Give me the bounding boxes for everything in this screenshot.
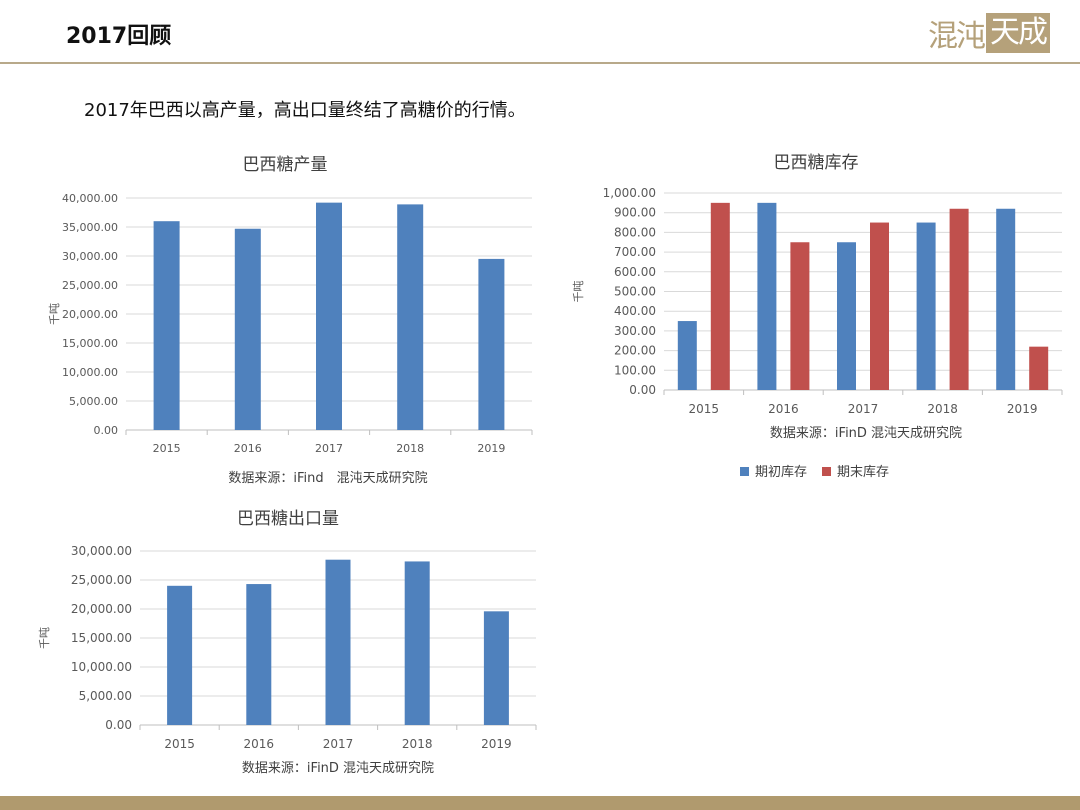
y-tick-label: 20,000.00 (62, 308, 118, 321)
x-tick-label: 2019 (477, 442, 505, 455)
y-axis-label: 千吨 (38, 627, 51, 649)
bar-ending (710, 202, 730, 390)
bar (234, 228, 261, 430)
source-note: 数据来源：iFinD 混沌天成研究院 (242, 761, 434, 776)
logo: 混沌 天成 (928, 12, 1050, 54)
source-note: 数据来源：iFinD 混沌天成研究院 (770, 426, 962, 441)
x-tick-label: 2015 (164, 737, 195, 751)
y-tick-label: 100.00 (614, 363, 656, 377)
y-tick-label: 25,000.00 (71, 573, 132, 587)
production-chart: 巴西糖产量 0.00 5,000.00 10,000.00 15,000.00 20,00… (48, 155, 533, 486)
y-tick-label: 10,000.00 (71, 660, 132, 674)
header-bar: 2017回顾 混沌 天成 (0, 0, 1080, 64)
x-tick-label: 2015 (689, 402, 720, 416)
bar (397, 204, 424, 430)
y-tick-label: 0.00 (629, 383, 656, 397)
y-tick-label: 200.00 (614, 344, 656, 358)
bar (325, 559, 351, 725)
bar (404, 561, 430, 725)
x-tick-label: 2018 (402, 737, 433, 751)
y-tick-label: 15,000.00 (71, 631, 132, 645)
chart-title: 巴西糖库存 (774, 153, 859, 173)
legend-swatch (740, 467, 749, 476)
bar-ending (870, 222, 889, 390)
legend-label: 期初库存 (755, 464, 807, 480)
x-tick-label: 2019 (481, 737, 512, 751)
bar (167, 585, 193, 725)
bar-opening (757, 202, 777, 390)
bar-opening (837, 242, 856, 390)
slide-subtitle: 2017年巴西以高产量，高出口量终结了高糖价的行情。 (84, 100, 526, 121)
x-tick-label: 2017 (315, 442, 343, 455)
y-tick-label: 500.00 (614, 285, 656, 299)
bar (153, 221, 180, 430)
y-tick-label: 15,000.00 (62, 337, 118, 350)
bar-opening (677, 321, 697, 390)
footer-bar (0, 796, 1080, 810)
bar-ending (790, 242, 810, 390)
x-tick-label: 2016 (768, 402, 799, 416)
x-tick-label: 2018 (396, 442, 424, 455)
y-axis-label: 千吨 (48, 303, 61, 325)
y-tick-label: 900.00 (614, 206, 656, 220)
chart-title: 巴西糖出口量 (237, 509, 339, 529)
legend-label: 期末库存 (837, 464, 889, 480)
x-tick-label: 2019 (1007, 402, 1038, 416)
source-note: 数据来源：iFind 混沌天成研究院 (228, 471, 427, 486)
bar (478, 258, 505, 430)
y-tick-label: 35,000.00 (62, 221, 118, 234)
y-tick-label: 30,000.00 (71, 544, 132, 558)
y-tick-label: 1,000.00 (603, 186, 656, 200)
y-tick-label: 400.00 (614, 304, 656, 318)
bar-opening (996, 208, 1016, 390)
bar (316, 202, 342, 430)
y-tick-label: 700.00 (614, 245, 656, 259)
y-tick-label: 800.00 (614, 225, 656, 239)
y-tick-label: 0.00 (105, 718, 132, 732)
logo-text-right: 天成 (986, 13, 1050, 53)
y-tick-label: 300.00 (614, 324, 656, 338)
export-chart: 巴西糖出口量 0.00 5,000.00 10,000.00 15,000.00 20,0… (38, 509, 537, 776)
x-tick-label: 2018 (927, 402, 958, 416)
logo-text-left: 混沌 (928, 19, 986, 54)
y-tick-label: 30,000.00 (62, 250, 118, 263)
bar-opening (916, 222, 936, 390)
x-tick-label: 2016 (244, 737, 275, 751)
y-tick-label: 10,000.00 (62, 366, 118, 379)
y-tick-label: 5,000.00 (79, 689, 132, 703)
bar-ending (949, 208, 969, 390)
y-tick-label: 20,000.00 (71, 602, 132, 616)
chart-title: 巴西糖产量 (243, 155, 328, 175)
bar (483, 611, 509, 725)
inventory-chart: 巴西糖库存 0.00 100.00 200.00 300.00 400.00 500.00 6… (572, 153, 1063, 480)
y-tick-label: 40,000.00 (62, 192, 118, 205)
x-tick-label: 2017 (848, 402, 879, 416)
y-tick-label: 600.00 (614, 265, 656, 279)
bar (246, 584, 272, 725)
page-title: 2017回顾 (66, 24, 172, 49)
legend-swatch (822, 467, 831, 476)
y-tick-label: 25,000.00 (62, 279, 118, 292)
x-tick-label: 2015 (153, 442, 181, 455)
y-tick-label: 0.00 (94, 424, 119, 437)
bar-ending (1029, 346, 1049, 390)
y-axis-label: 千吨 (572, 281, 585, 303)
x-tick-label: 2017 (323, 737, 354, 751)
y-tick-label: 5,000.00 (69, 395, 118, 408)
x-tick-label: 2016 (234, 442, 262, 455)
